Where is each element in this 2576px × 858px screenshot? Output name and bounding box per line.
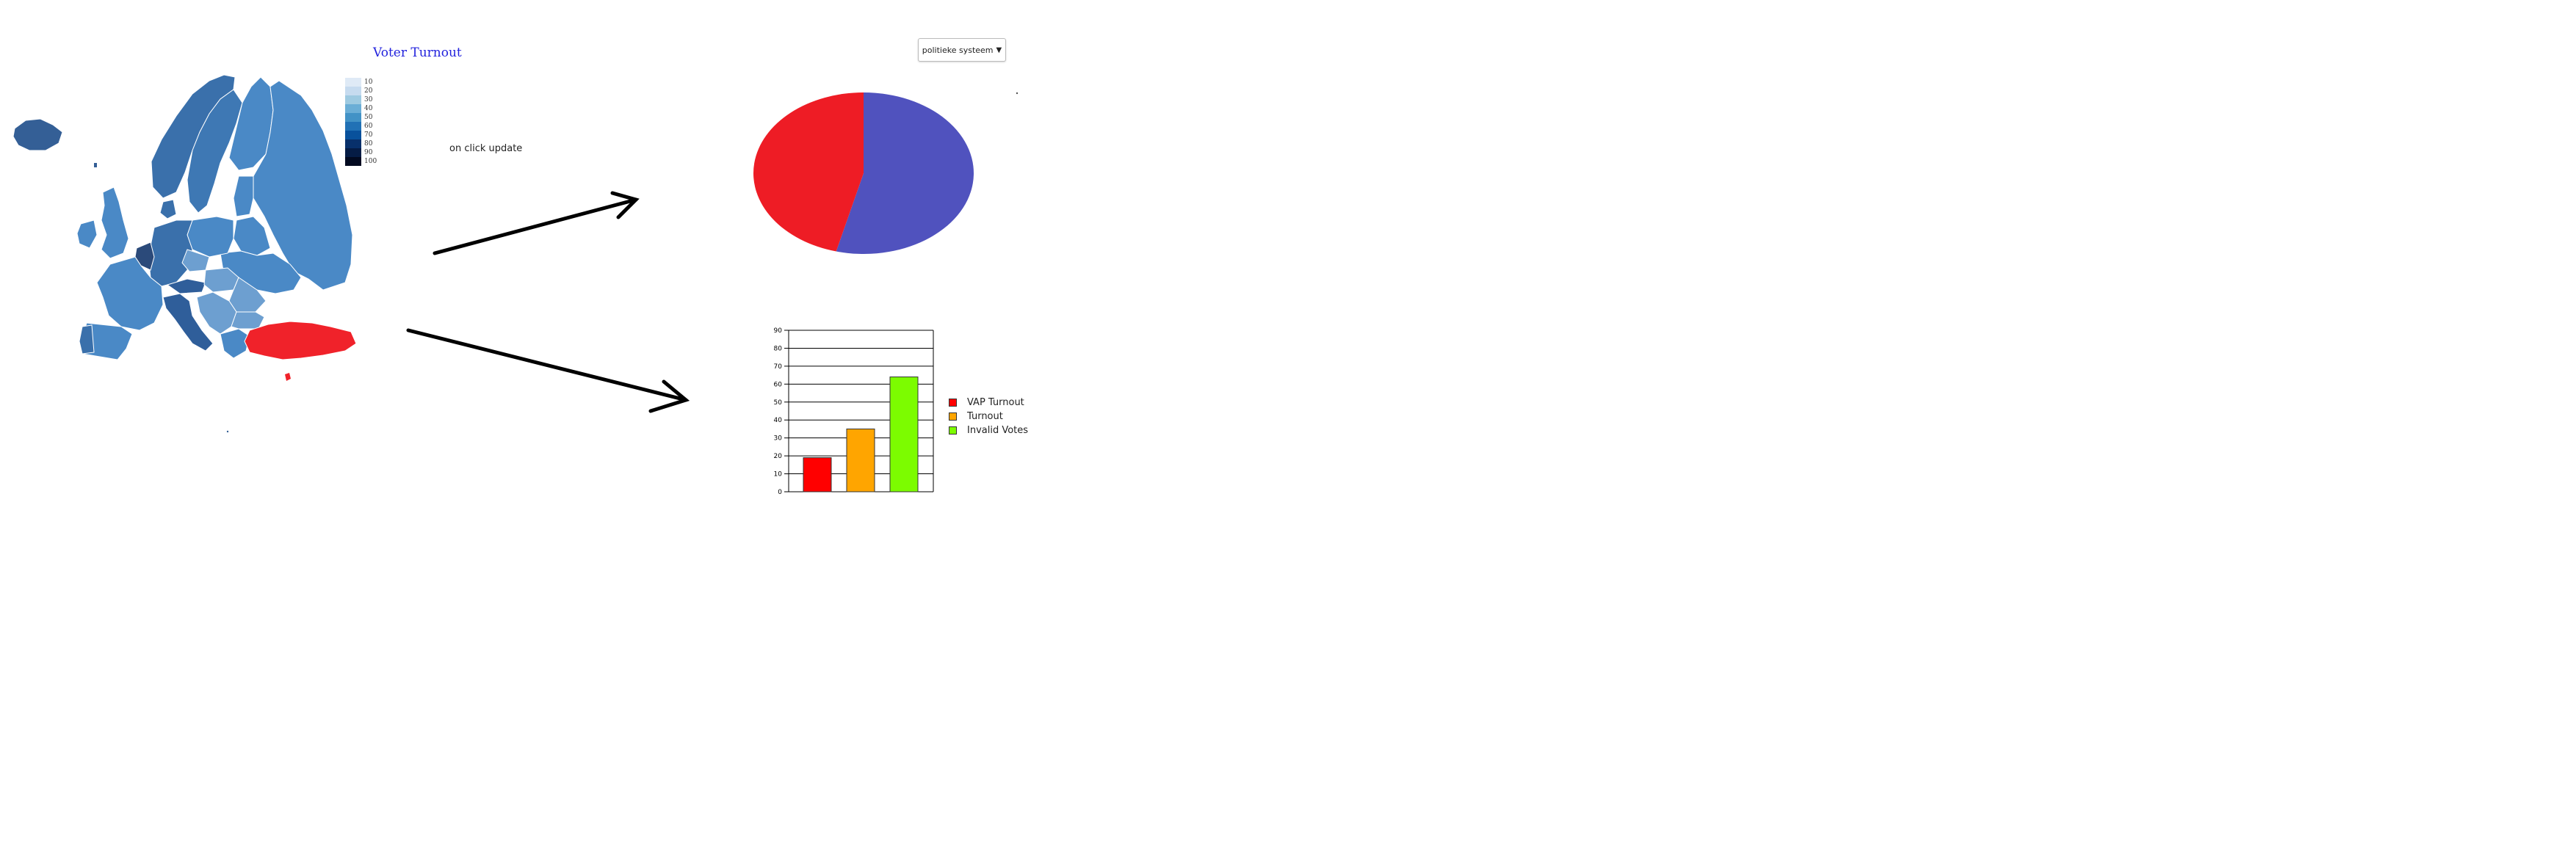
legend-label: 50 (364, 114, 373, 121)
legend-row: 10 (345, 78, 377, 87)
annotation-text: on click update (449, 143, 523, 154)
country-france[interactable] (96, 256, 164, 331)
bar-chart: 0 10 20 30 40 50 60 70 80 90 (774, 327, 934, 496)
pie-slice-0[interactable] (836, 92, 974, 254)
legend-label: 20 (364, 87, 373, 95)
country-portugal[interactable] (79, 324, 95, 355)
legend-row: 40 (345, 104, 377, 113)
y-tick-label: 40 (774, 417, 783, 424)
country-ireland[interactable] (76, 219, 98, 249)
legend-swatch (345, 104, 361, 113)
legend-swatch (345, 122, 361, 131)
country-czechia[interactable] (181, 249, 210, 272)
bar-legend-item: Invalid Votes (949, 423, 1028, 437)
arrow-to-pie (433, 191, 640, 255)
dropdown-selected: politieke systeem (922, 45, 994, 55)
legend-row: 50 (345, 113, 377, 122)
legend-row: 100 (345, 157, 377, 166)
legend-row: 70 (345, 131, 377, 139)
pie-dot (1016, 92, 1019, 95)
y-tick-label: 20 (774, 453, 783, 460)
bar-legend-label: Invalid Votes (967, 425, 1029, 436)
bar-invalid-votes[interactable] (889, 377, 919, 492)
legend-label: 70 (364, 131, 373, 139)
y-tick-label: 50 (774, 399, 783, 407)
bar-legend-label: Turnout (967, 411, 1003, 422)
legend-label: 10 (364, 79, 373, 86)
legend-row: 30 (345, 95, 377, 104)
country-baltics[interactable] (233, 175, 254, 217)
bar-legend-swatch (949, 412, 957, 421)
y-tick-label: 0 (778, 489, 782, 496)
legend-swatch (345, 95, 361, 104)
country-sweden[interactable] (187, 89, 243, 214)
bar-legend: VAP Turnout Turnout Invalid Votes (949, 396, 1028, 437)
legend-swatch (345, 148, 361, 157)
legend-swatch (345, 87, 361, 95)
country-uk[interactable] (101, 186, 129, 259)
bar-legend-item: Turnout (949, 410, 1028, 423)
legend-swatch (345, 113, 361, 122)
legend-label: 80 (364, 140, 373, 148)
country-italy[interactable] (162, 293, 214, 352)
country-belarus[interactable] (233, 216, 271, 256)
pie-slice-1[interactable] (753, 92, 864, 252)
arrow-to-bar (406, 328, 690, 413)
legend-swatch (345, 139, 361, 148)
map-dot (226, 430, 229, 433)
legend-swatch (345, 157, 361, 166)
y-tick-label: 70 (774, 363, 783, 371)
legend-swatch (345, 131, 361, 139)
y-tick-label: 60 (774, 381, 783, 388)
country-cyprus[interactable] (285, 373, 291, 381)
chevron-down-icon: ▼ (996, 46, 1002, 54)
pie-chart[interactable] (753, 92, 974, 254)
country-poland[interactable] (187, 216, 234, 258)
y-tick-label: 10 (774, 471, 783, 479)
legend-label: 40 (364, 105, 373, 112)
bar-legend-swatch (949, 399, 957, 407)
country-iceland[interactable] (12, 118, 63, 151)
europe-map[interactable] (12, 74, 357, 433)
country-germany[interactable] (148, 219, 193, 287)
country-greece[interactable] (220, 328, 250, 359)
legend-row: 60 (345, 122, 377, 131)
country-bulgaria[interactable] (231, 311, 265, 330)
map-title: Voter Turnout (373, 46, 462, 60)
bar-legend-item: VAP Turnout (949, 396, 1028, 410)
legend-row: 80 (345, 139, 377, 148)
y-tick-label: 30 (774, 435, 783, 443)
country-island[interactable] (94, 163, 97, 167)
legend-label: 60 (364, 123, 373, 130)
country-turkey[interactable] (244, 321, 357, 360)
legend-label: 30 (364, 96, 373, 103)
country-denmark[interactable] (159, 199, 177, 219)
legend-label: 90 (364, 149, 373, 156)
political-system-dropdown[interactable]: politieke systeem ▼ (918, 38, 1006, 62)
y-tick-label: 90 (774, 327, 783, 335)
legend-row: 20 (345, 87, 377, 95)
legend-row: 90 (345, 148, 377, 157)
bar-turnout[interactable] (846, 428, 875, 492)
bar-legend-label: VAP Turnout (967, 397, 1024, 408)
country-austria[interactable] (166, 278, 206, 294)
bar-legend-swatch (949, 426, 957, 435)
legend-swatch (345, 78, 361, 87)
legend-label: 100 (364, 158, 377, 165)
bar-vap-turnout[interactable] (803, 457, 832, 492)
y-tick-label: 80 (774, 345, 783, 352)
map-legend: 10 20 30 40 50 60 70 80 90 100 (345, 78, 377, 166)
